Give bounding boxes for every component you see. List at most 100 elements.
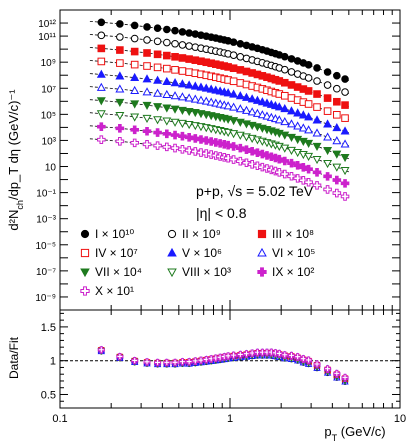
spectrum-data-point	[235, 118, 245, 127]
spectrum-data-point	[171, 39, 179, 48]
spectrum-data-point	[304, 100, 313, 108]
spectrum-data-point	[312, 128, 322, 137]
spectrum-data-point	[223, 153, 233, 163]
spectrum-data-point	[235, 104, 245, 113]
spectrum-data-point	[96, 69, 106, 78]
spectrum-data-point	[178, 41, 187, 49]
ratio-data-point	[267, 348, 275, 356]
spectrum-data-point	[130, 21, 139, 30]
spectrum-data-point	[340, 139, 350, 148]
spectrum-data-point	[196, 135, 206, 144]
spectrum-data-point	[115, 98, 125, 108]
spectrum-data-point	[116, 59, 124, 67]
ratio-data-point	[163, 358, 171, 366]
spectrum-data-point	[163, 25, 171, 34]
spectrum-data-point	[258, 149, 267, 159]
legend-label: IX × 10²	[272, 265, 314, 279]
spectrum-data-point	[177, 92, 187, 101]
legend-label: V × 10⁶	[182, 246, 222, 260]
spectrum-data-point	[97, 57, 106, 66]
spectrum-data-point	[312, 115, 322, 124]
y-tick-label: 10⁻⁵	[35, 241, 56, 252]
ratio-y-axis-label: Data/Fit	[7, 336, 21, 379]
spectrum-data-point	[280, 65, 289, 74]
ratio-y-tick-label: 0.5	[41, 389, 56, 401]
spectrum-data-point	[341, 75, 349, 83]
spectrum-data-point	[313, 64, 321, 72]
spectrum-data-point	[252, 95, 262, 104]
spectrum-data-point	[253, 148, 262, 157]
spectrum-data-point	[235, 91, 245, 100]
spectrum-data-point	[229, 38, 238, 46]
ratio-data-point	[281, 351, 289, 359]
spectrum-data-point	[274, 115, 284, 124]
spectrum-data-point	[253, 161, 262, 171]
spectrum-data-point	[196, 82, 206, 91]
spectrum-data-point	[312, 181, 322, 190]
spectrum-data-point	[143, 49, 151, 57]
spectrum-data-point	[163, 64, 171, 73]
spectrum-data-point	[236, 143, 245, 153]
spectrum-data-point	[115, 111, 125, 121]
spectrum-data-point	[191, 147, 200, 156]
spectrum-data-point	[143, 36, 151, 44]
spectrum-data-point	[130, 34, 139, 43]
spectrum-data-point	[323, 94, 332, 102]
legend-label: VIII × 10³	[182, 265, 231, 279]
spectrum-data-point	[171, 26, 179, 35]
spectrum-data-point	[332, 163, 342, 172]
y-tick-label: 10³	[42, 136, 57, 147]
spectrum-data-point	[229, 155, 238, 164]
spectrum-data-point	[280, 78, 289, 87]
spectrum-data-point	[201, 83, 211, 92]
spectrum-data-point	[185, 68, 193, 76]
spectrum-data-point	[280, 156, 290, 166]
spectrum-data-point	[170, 91, 180, 100]
spectrum-data-point	[229, 89, 239, 98]
ratio-data-point	[305, 356, 313, 364]
spectrum-data-point	[97, 44, 106, 53]
spectrum-data-point	[340, 126, 350, 135]
spectrum-data-point	[323, 68, 332, 76]
annotation-eta-cut: |η| < 0.8	[196, 205, 247, 221]
spectrum-data-point	[236, 79, 245, 87]
ratio-data-point	[207, 355, 215, 363]
spectrum-data-point	[115, 124, 125, 133]
spectrum-data-point	[235, 131, 245, 140]
ratio-data-point	[178, 358, 186, 366]
spectrum-data-point	[130, 72, 140, 81]
legend-label: VI × 10⁵	[272, 246, 315, 260]
spectrum-data-point	[162, 129, 172, 139]
spectrum-data-point	[153, 37, 162, 46]
ratio-data-point	[236, 350, 244, 358]
spectrum-data-point	[242, 158, 251, 168]
spectrum-data-point	[280, 131, 290, 140]
spectrum-data-point	[287, 119, 296, 128]
spectrum-data-point	[298, 123, 308, 132]
spectrum-data-point	[312, 168, 322, 177]
annotation-system: p+p, √s = 5.02 TeV	[196, 183, 314, 199]
spectrum-data-point	[170, 118, 180, 127]
spectrum-data-point	[184, 121, 194, 130]
spectrum-data-point	[332, 150, 342, 159]
ratio-data-point	[253, 348, 261, 356]
spectrum-data-point	[185, 29, 193, 37]
spectrum-data-point	[287, 106, 296, 115]
ratio-data-point	[230, 351, 238, 359]
spectrum-data-point	[293, 174, 302, 183]
spectrum-data-point	[185, 55, 193, 63]
y-tick-label: 10⁹	[41, 58, 56, 69]
spectrum-data-point	[190, 94, 200, 103]
spectrum-data-point	[184, 107, 194, 117]
x-tick-label: 10	[394, 413, 406, 425]
legend-label: I × 10¹⁰	[95, 227, 134, 241]
ratio-data-point	[242, 350, 250, 358]
spectrum-data-point	[247, 94, 257, 103]
spectrum-data-point	[304, 87, 313, 95]
spectrum-data-point	[304, 152, 314, 161]
legend-marker	[80, 268, 90, 278]
spectrum-data-point	[177, 119, 187, 129]
spectrum-data-point	[223, 88, 233, 97]
ratio-data-point	[131, 356, 139, 364]
